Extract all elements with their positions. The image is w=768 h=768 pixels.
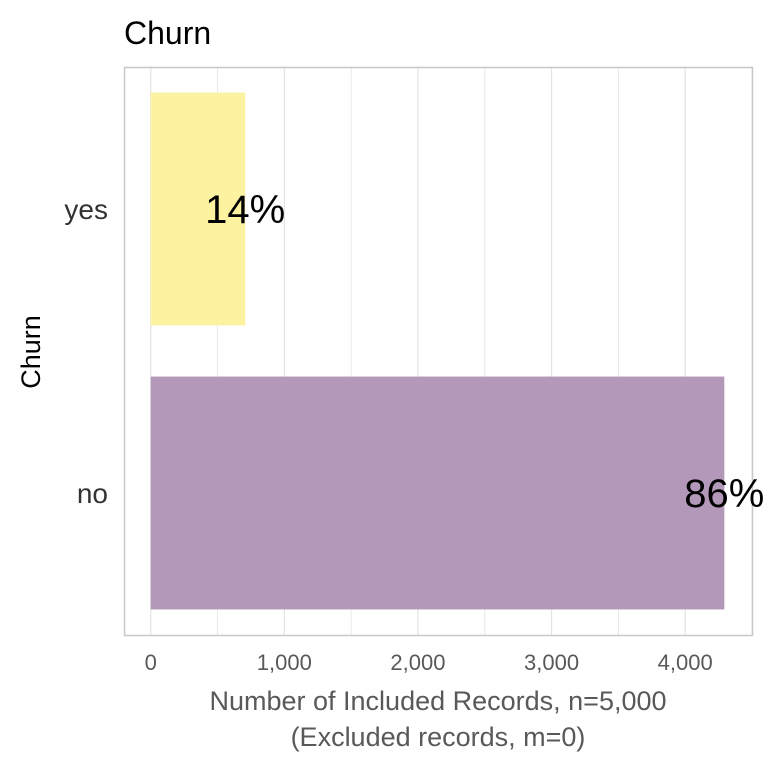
data-labels: 14% 86% (205, 188, 764, 516)
x-tick-label: 2,000 (390, 650, 445, 675)
x-tick-label: 1,000 (257, 650, 312, 675)
bar-no (150, 376, 725, 610)
bar-yes (150, 92, 246, 326)
data-label-yes: 14% (205, 188, 285, 232)
category-label-no: no (77, 478, 108, 509)
data-label-no: 86% (684, 472, 764, 516)
x-axis-ticks: 0 1,000 2,000 3,000 4,000 (145, 650, 713, 675)
y-axis-title: Churn (16, 315, 46, 389)
plot-frame (123, 66, 754, 637)
x-tick-label: 3,000 (524, 650, 579, 675)
bars (150, 92, 725, 610)
x-axis-title-line-2: (Excluded records, m=0) (291, 722, 586, 752)
y-axis-categories: yes no (64, 194, 108, 509)
category-label-yes: yes (64, 194, 108, 225)
x-tick-label: 4,000 (658, 650, 713, 675)
x-tick-label: 0 (145, 650, 157, 675)
chart-title: Churn (124, 15, 211, 51)
x-axis-title-line-1: Number of Included Records, n=5,000 (209, 686, 666, 716)
